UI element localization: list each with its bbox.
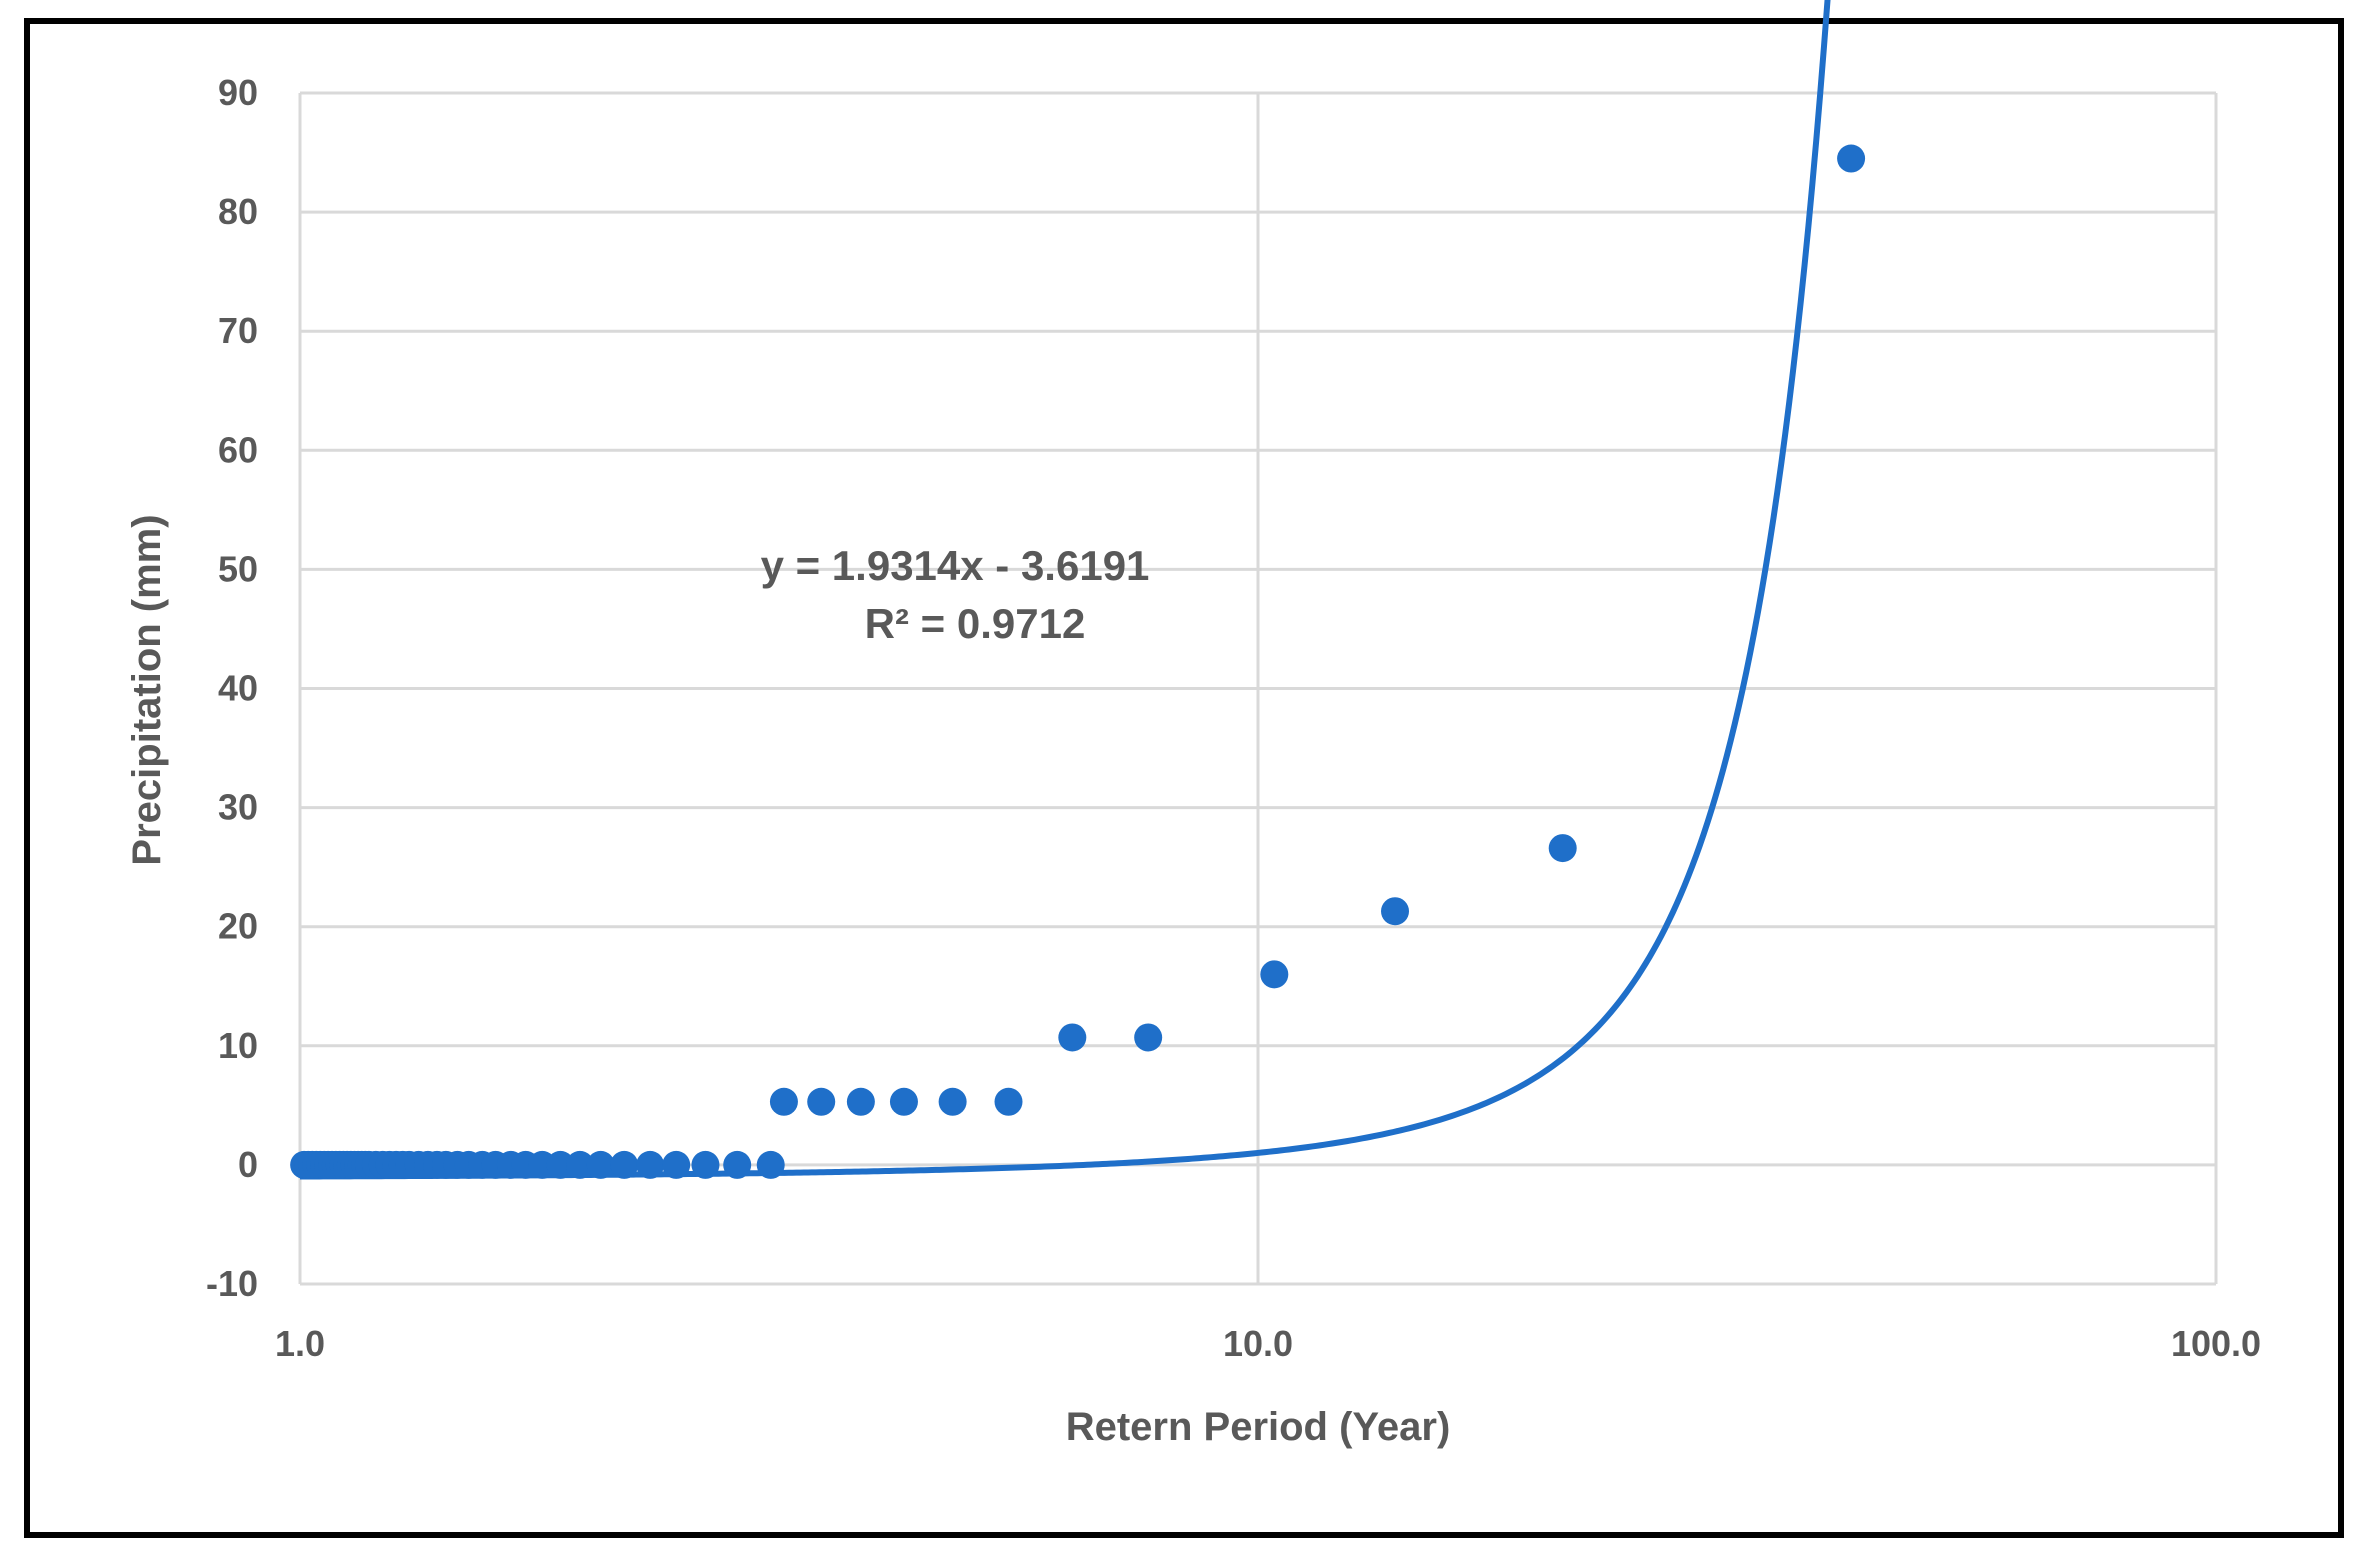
gridlines xyxy=(298,91,2218,1286)
data-point xyxy=(636,1150,665,1179)
trendline-equation: y = 1.9314x - 3.6191 xyxy=(761,542,1150,589)
y-tick-label: 50 xyxy=(218,548,258,589)
data-point xyxy=(1260,960,1289,989)
data-point xyxy=(846,1087,875,1116)
data-point xyxy=(769,1087,798,1116)
data-point xyxy=(723,1150,752,1179)
x-tick-label: 100.0 xyxy=(2171,1323,2261,1364)
x-axis-tick-labels: 1.0 10.0 100.0 xyxy=(275,1323,2261,1364)
data-point xyxy=(1058,1023,1087,1052)
y-axis-tick-labels: -10 0 10 20 30 40 50 60 70 80 90 xyxy=(206,72,258,1304)
y-tick-label: 80 xyxy=(218,191,258,232)
y-tick-label: 60 xyxy=(218,429,258,470)
data-point xyxy=(1134,1023,1163,1052)
y-axis-title: Precipitation (mm) xyxy=(125,514,169,865)
data-point xyxy=(938,1087,967,1116)
x-tick-label: 10.0 xyxy=(1223,1323,1293,1364)
y-tick-label: 40 xyxy=(218,668,258,709)
x-axis-title: Retern Period (Year) xyxy=(1066,1405,1451,1449)
y-tick-label: 70 xyxy=(218,310,258,351)
data-point xyxy=(565,1150,594,1179)
data-point xyxy=(586,1150,615,1179)
data-point xyxy=(610,1150,639,1179)
data-point xyxy=(691,1150,720,1179)
y-tick-label: 30 xyxy=(218,787,258,828)
data-point xyxy=(546,1150,575,1179)
data-point xyxy=(1381,897,1410,926)
y-tick-label: 90 xyxy=(218,72,258,113)
data-points xyxy=(290,144,1866,1179)
y-tick-label: -10 xyxy=(206,1263,258,1304)
data-point xyxy=(662,1150,691,1179)
y-tick-label: 20 xyxy=(218,906,258,947)
trendline-r-squared: R² = 0.9712 xyxy=(865,600,1086,647)
data-point xyxy=(889,1087,918,1116)
data-point xyxy=(1548,834,1577,863)
data-point xyxy=(807,1087,836,1116)
y-tick-label: 10 xyxy=(218,1025,258,1066)
y-tick-label: 0 xyxy=(238,1144,258,1185)
data-point xyxy=(756,1150,785,1179)
data-point xyxy=(994,1087,1023,1116)
data-point xyxy=(1837,144,1866,173)
x-tick-label: 1.0 xyxy=(275,1323,325,1364)
